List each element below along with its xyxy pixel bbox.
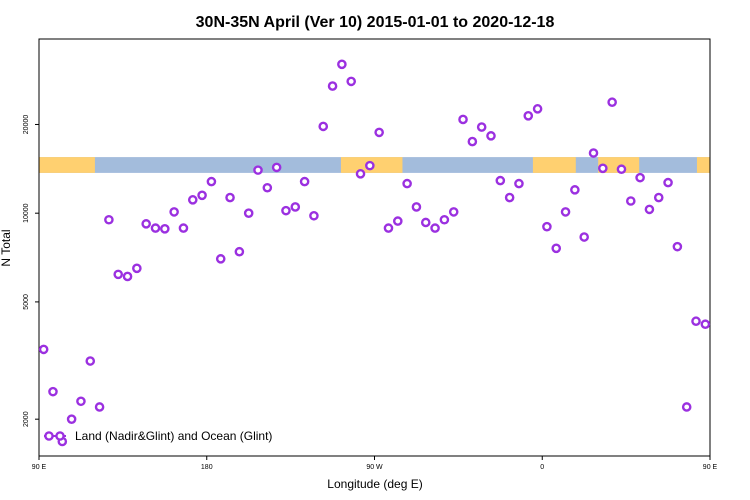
data-point [66,414,77,424]
x-tick-label: 0 [540,464,544,471]
data-point [691,316,701,327]
x-axis-label: Longitude (deg E) [327,477,422,491]
data-point [355,169,366,179]
legend-marker [55,431,65,441]
data-point [76,396,86,407]
data-point [392,216,403,226]
legend-entry-label: Land (Nadir&Glint) and Ocean (Glint) [75,429,272,443]
data-point [514,178,524,189]
data-point [653,192,664,203]
data-point [672,241,683,252]
data-point [290,202,301,212]
data-point [253,165,263,175]
data-point [625,196,636,206]
data-point [579,232,589,242]
data-point [150,223,161,233]
data-point [215,254,226,264]
data-point [420,217,431,228]
data-point [448,207,459,217]
data-points [38,59,711,447]
y-tick-label: 2000 [23,411,30,427]
legend: Land (Nadir&Glint) and Ocean (Glint) [44,429,272,443]
data-point [681,402,692,412]
data-point [132,263,142,274]
chart-title: 30N-35N April (Ver 10) 2015-01-01 to 202… [196,14,555,31]
data-point [616,164,627,175]
data-point [318,121,329,132]
data-point [243,208,254,218]
data-point [476,122,487,132]
data-point [337,59,347,70]
x-tick-label: 90 E [32,464,47,471]
data-point [467,136,478,147]
data-point [588,148,599,158]
data-point [48,386,58,397]
data-point [532,104,543,114]
data-point [430,223,440,233]
data-point [402,178,412,189]
data-point [383,223,394,233]
data-point [365,160,375,171]
data-point [504,192,515,203]
data-point [271,162,282,173]
y-tick-label: 10000 [23,203,30,223]
data-point [169,207,179,217]
data-point [346,76,357,87]
data-point [486,131,496,141]
data-point [411,202,422,212]
data-point [644,204,655,215]
data-point [607,97,617,108]
data-point [700,319,711,330]
y-axis-label: N Total [0,229,13,266]
data-point [523,111,534,121]
data-point [598,163,608,174]
y-tick-label: 20000 [23,115,30,135]
data-point [113,269,124,280]
data-point [234,246,245,257]
data-point [458,114,468,125]
data-point [160,224,170,234]
data-point [635,172,645,183]
data-point [570,185,580,195]
y-axis-ticks: 2000 5000 10000 20000 [23,115,39,427]
data-point [495,175,506,186]
data-point [281,205,291,216]
data-point [122,271,133,282]
data-point [178,223,189,233]
data-point [560,207,571,217]
data-point [374,127,384,138]
data-point [141,219,151,229]
x-tick-label: 90 E [703,464,718,471]
data-point [262,182,273,193]
data-point [225,192,235,203]
legend-marker [44,431,54,441]
data-point [299,176,310,187]
data-point [551,243,562,254]
data-point [38,344,49,355]
data-point [309,210,319,221]
data-point [206,176,217,187]
land-segment [696,157,710,173]
x-tick-label: 90 W [366,464,383,471]
x-axis-ticks: 90 E 180 90 W 0 90 E [32,456,718,471]
data-point [542,221,552,232]
data-point [197,190,207,201]
x-tick-label: 180 [201,464,213,471]
land-segment [39,157,95,173]
data-point [439,214,450,225]
land-segment [532,157,576,173]
data-point [327,81,338,91]
data-point [104,214,114,225]
data-point [85,356,96,366]
data-point [187,195,198,205]
data-point [663,177,673,188]
y-tick-label: 5000 [23,294,30,310]
data-point [94,402,105,412]
land-segment [598,157,640,173]
